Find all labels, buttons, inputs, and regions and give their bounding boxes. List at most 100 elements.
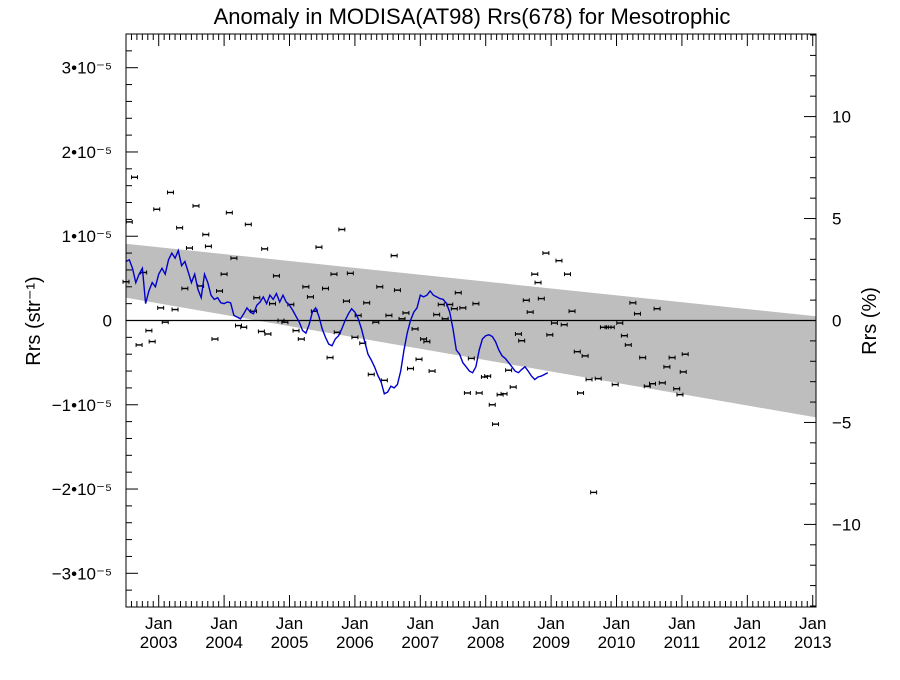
data-point [560,322,568,327]
data-point [351,335,359,340]
data-point [433,312,441,317]
data-point [534,280,542,285]
data-point [253,295,261,300]
data-point [643,384,651,389]
data-point [441,316,449,321]
data-point [131,175,139,180]
data-point [522,298,530,303]
data-point [161,320,169,325]
data-point [415,357,423,362]
x-tick-year: 2004 [205,633,243,652]
data-point [676,392,684,397]
data-point [166,190,174,195]
data-point [411,326,419,331]
data-point [459,305,467,310]
x-tick-month: Jan [276,614,303,633]
data-point [315,245,323,250]
data-point [153,207,161,212]
data-point [607,325,615,330]
data-point [321,286,329,291]
data-point [157,305,165,310]
data-point [679,369,687,374]
x-tick-month: Jan [668,614,695,633]
data-point [639,355,647,360]
right-tick-label: −10 [832,515,861,534]
data-point [531,272,539,277]
right-axis: 10 5 0 −5 −10 [804,34,861,607]
data-point [402,310,410,315]
data-point [380,378,388,383]
left-tick-label: −2•10⁻⁵ [52,480,112,499]
x-tick-year: 2005 [271,633,309,652]
left-tick-label: 0 [103,312,112,331]
data-point [563,272,571,277]
data-point [272,273,280,278]
data-point [225,210,233,215]
data-point [202,232,210,237]
data-point [555,258,563,263]
y-axis-label-right: Rrs (%) [859,287,881,355]
data-point [372,320,380,325]
data-point [663,364,671,369]
x-tick-month: Jan [210,614,237,633]
data-point [257,329,265,334]
x-tick-month: Jan [341,614,368,633]
data-point [467,356,475,361]
data-point [390,253,398,258]
data-point [302,284,310,289]
data-point [338,227,346,232]
data-point [573,349,581,354]
data-point [376,284,384,289]
data-point [518,338,526,343]
data-point [500,391,508,396]
envelope-band [126,243,816,418]
data-point [616,321,624,326]
data-point [658,380,666,385]
data-point [216,289,224,294]
data-point [176,225,184,230]
data-point [363,300,371,305]
data-point [450,306,458,311]
data-point [171,307,179,312]
data-point [629,300,637,305]
data-point [145,328,153,333]
x-tick-year: 2012 [728,633,766,652]
data-point [526,310,534,315]
data-point [581,353,589,358]
left-tick-label: −3•10⁻⁵ [52,564,112,583]
data-point [505,368,513,373]
data-point [244,222,252,227]
data-point [585,377,593,382]
x-tick-month: Jan [407,614,434,633]
data-point [125,219,133,224]
data-point [624,342,632,347]
chart-title: Anomaly in MODISA(AT98) Rrs(678) for Mes… [214,4,731,29]
data-point [620,333,628,338]
data-point [437,302,445,307]
data-point [264,331,272,336]
data-point [330,272,338,277]
x-tick-year: 2008 [467,633,505,652]
x-tick-month: Jan [472,614,499,633]
data-point [673,386,681,391]
x-tick-month: Jan [799,614,826,633]
x-tick-month: Jan [603,614,630,633]
data-point [550,321,558,326]
x-tick-month: Jan [537,614,564,633]
data-point [220,272,228,277]
data-point [181,286,189,291]
point-layer [122,175,689,495]
data-point [230,256,238,261]
data-point [653,306,661,311]
x-tick-month: Jan [145,614,172,633]
data-point [611,382,619,387]
data-point [590,490,598,495]
data-point [484,374,492,379]
running-mean-line [125,248,549,395]
data-point [509,385,517,390]
data-point [681,352,689,357]
y-axis-label-left: Rrs (str⁻¹) [23,276,45,365]
data-point [204,244,212,249]
data-point [269,301,277,306]
